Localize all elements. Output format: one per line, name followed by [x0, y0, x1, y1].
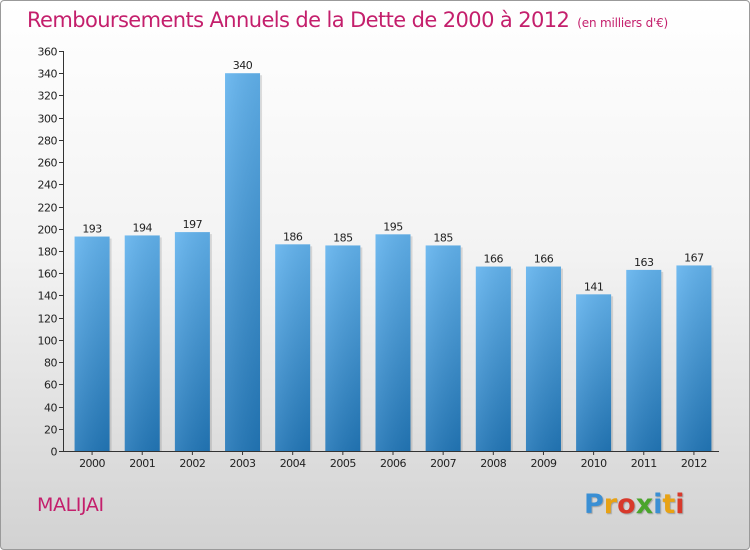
x-tick-label: 2008 [480, 457, 506, 470]
bar-value-label: 166 [534, 253, 554, 266]
y-tick-label: 180 [38, 246, 58, 259]
x-tick-label: 2004 [280, 457, 306, 470]
bar-value-label: 195 [383, 220, 403, 233]
y-tick-label: 60 [44, 379, 57, 392]
logo-letter: t [662, 489, 676, 520]
logo-letter: r [603, 489, 618, 520]
bar-sheen [375, 234, 411, 451]
chart-title: Remboursements Annuels de la Dette de 20… [27, 8, 668, 32]
y-tick-label: 160 [38, 268, 58, 281]
bar-value-label: 166 [484, 253, 504, 266]
x-tick-label: 2006 [380, 457, 406, 470]
commune-name: MALIJAI [37, 494, 104, 516]
x-tick-label: 2011 [631, 457, 657, 470]
bar-value-label: 186 [283, 230, 303, 243]
x-tick-label: 2007 [430, 457, 456, 470]
y-tick-label: 120 [38, 313, 58, 326]
bar-sheen [626, 269, 662, 451]
x-tick-label: 2003 [230, 457, 256, 470]
proxiti-logo: Proxiti [584, 489, 685, 520]
bar-value-label: 167 [684, 251, 704, 264]
y-tick-label: 40 [44, 402, 57, 415]
bar-sheen [475, 266, 511, 451]
logo-letter: P [584, 489, 604, 520]
y-tick-label: 260 [38, 157, 58, 170]
bar-value-label: 193 [82, 223, 102, 236]
x-tick-label: 2001 [129, 457, 155, 470]
y-tick-label: 360 [38, 46, 58, 59]
x-tick-label: 2005 [330, 457, 356, 470]
y-tick-label: 100 [38, 335, 58, 348]
bar-sheen [275, 244, 311, 451]
bar-sheen [576, 294, 612, 451]
y-tick-label: 200 [38, 224, 58, 237]
bar-sheen [676, 265, 712, 451]
y-tick-label: 320 [38, 90, 58, 103]
y-tick-label: 220 [38, 202, 58, 215]
plot-area: 0 20 40 60 80 100 120 140 160 180 200 220 240 260 280 3… [38, 46, 719, 470]
bar-value-label: 340 [233, 59, 253, 72]
y-tick-label: 300 [38, 113, 58, 126]
y-tick-label: 80 [44, 357, 57, 370]
y-tick-label: 20 [44, 424, 57, 437]
logo-letter: i [675, 489, 685, 520]
bar-sheen [124, 235, 160, 451]
y-tick-label: 280 [38, 135, 58, 148]
bar-sheen [325, 245, 361, 451]
logo-letter: o [617, 489, 636, 520]
x-tick-label: 2010 [581, 457, 607, 470]
bar-sheen [74, 236, 110, 451]
x-tick-label: 2002 [179, 457, 205, 470]
bar-value-label: 163 [634, 256, 654, 269]
logo-letter: i [653, 489, 663, 520]
y-tick-label: 240 [38, 179, 58, 192]
bar-sheen [425, 245, 461, 451]
logo-letter: x [635, 489, 654, 520]
bar-sheen [525, 266, 561, 451]
bar-value-label: 194 [132, 221, 152, 234]
y-tick-label: 140 [38, 290, 58, 303]
x-tick-label: 2009 [530, 457, 556, 470]
y-tick-label: 340 [38, 68, 58, 81]
x-tick-label: 2000 [79, 457, 105, 470]
chart-title-text: Remboursements Annuels de la Dette de 20… [27, 8, 570, 32]
y-tick-label: 0 [51, 446, 58, 459]
bar-value-label: 185 [333, 231, 353, 244]
bar-sheen [174, 232, 210, 451]
bar-value-label: 185 [433, 231, 453, 244]
bar-value-label: 197 [183, 218, 203, 231]
bar-sheen [225, 73, 261, 451]
chart-subtitle: (en milliers d'€) [577, 16, 669, 30]
x-tick-label: 2012 [681, 457, 707, 470]
bar-value-label: 141 [584, 280, 604, 293]
